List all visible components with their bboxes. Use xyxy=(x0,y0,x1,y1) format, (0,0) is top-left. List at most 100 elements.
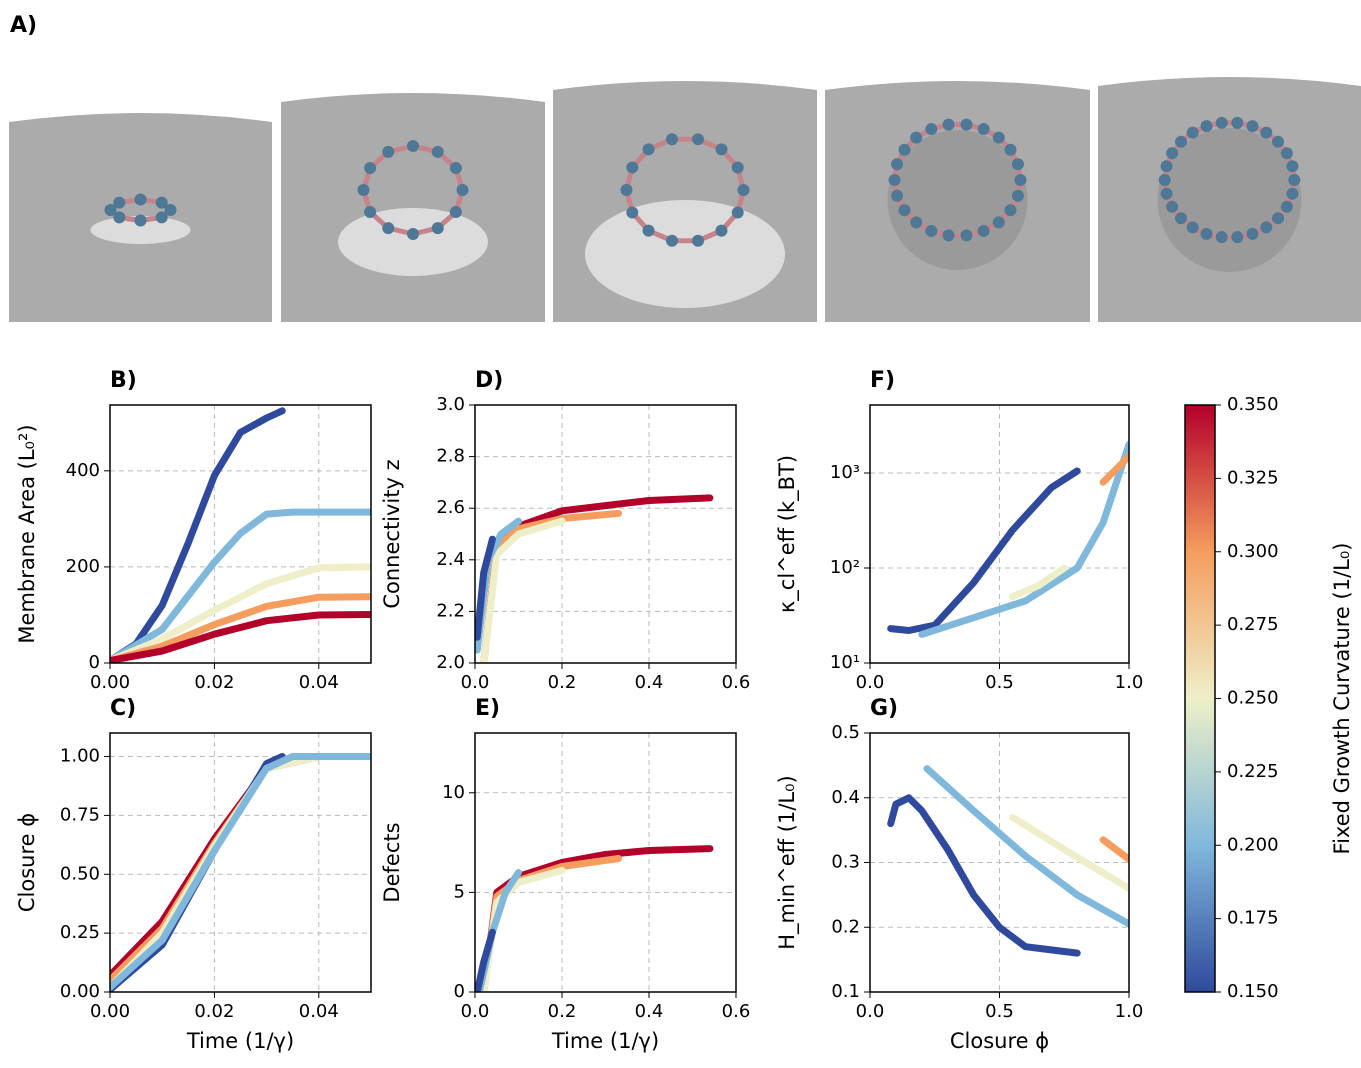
y-tick-label: 0.1 xyxy=(831,981,860,1002)
colorbar-tick-label: 0.175 xyxy=(1227,908,1279,929)
particle xyxy=(1246,120,1259,133)
particle xyxy=(942,229,955,242)
series-line xyxy=(110,563,371,663)
particle xyxy=(1011,158,1024,171)
x-tick-label: 0.00 xyxy=(90,672,130,693)
plot-frame xyxy=(869,732,1130,993)
y-axis-label: Connectivity z xyxy=(380,459,404,608)
particle xyxy=(1272,212,1285,225)
particle xyxy=(1004,204,1017,217)
colorbar-tick-label: 0.200 xyxy=(1227,834,1279,855)
particle xyxy=(1200,227,1213,240)
particle xyxy=(992,216,1005,229)
y-tick-label: 2.8 xyxy=(436,446,465,467)
colorbar-tick-label: 0.325 xyxy=(1227,467,1279,488)
particle xyxy=(1174,135,1187,148)
particle xyxy=(977,224,990,237)
x-tick-label: 0.0 xyxy=(461,1001,490,1022)
particle xyxy=(692,234,705,247)
series-line xyxy=(480,517,566,663)
particle xyxy=(1286,187,1299,200)
particle xyxy=(113,196,126,209)
y-tick-label: 2.2 xyxy=(436,600,465,621)
particle xyxy=(888,174,901,186)
x-axis-label: Time (1/γ) xyxy=(551,1029,659,1053)
y-tick-label: 0.25 xyxy=(60,922,100,943)
particle xyxy=(407,228,419,240)
particle xyxy=(1166,147,1179,160)
x-tick-label: 0.2 xyxy=(548,672,577,693)
y-axis-label: Membrane Area (L₀²) xyxy=(15,424,39,643)
y-tick-label: 0.4 xyxy=(831,787,860,808)
series-line xyxy=(887,794,1081,957)
x-tick-label: 0.02 xyxy=(194,1001,234,1022)
particle xyxy=(431,222,444,235)
y-tick-label: 10 xyxy=(442,782,465,803)
particle xyxy=(1231,231,1244,244)
y-tick-label: 0.5 xyxy=(831,722,860,743)
y-tick-label: 0 xyxy=(454,981,465,1002)
series-line xyxy=(110,407,286,663)
colorbar-tick-label: 0.275 xyxy=(1227,614,1279,635)
particle xyxy=(891,189,904,202)
colorbar-tick-label: 0.150 xyxy=(1227,981,1279,1002)
series-line xyxy=(110,753,371,991)
x-tick-label: 0.5 xyxy=(985,672,1014,693)
shell xyxy=(1157,128,1302,272)
particle xyxy=(364,162,377,174)
series-line xyxy=(1009,564,1068,601)
particle xyxy=(960,118,973,131)
series-line xyxy=(110,508,371,663)
x-axis-label: Closure ϕ xyxy=(950,1029,1049,1053)
y-axis-label: H_min^eff (1/L₀) xyxy=(775,775,800,950)
x-axis-label: Time (1/γ) xyxy=(186,1029,294,1053)
plot-frame xyxy=(869,404,1130,664)
particle xyxy=(134,193,147,206)
particle xyxy=(898,143,911,156)
y-axis-label: Defects xyxy=(380,822,404,902)
series-line xyxy=(1099,452,1129,486)
particle xyxy=(1186,126,1199,139)
particle xyxy=(155,211,168,224)
particle xyxy=(456,184,469,196)
particle xyxy=(155,196,168,209)
particle xyxy=(642,143,655,156)
particle xyxy=(1260,126,1273,139)
series-line xyxy=(475,535,496,641)
x-tick-label: 0.04 xyxy=(299,1001,339,1022)
colorbar-tick-label: 0.350 xyxy=(1227,394,1279,415)
particle xyxy=(1231,116,1244,129)
particle xyxy=(164,204,177,216)
panel-label: B) xyxy=(110,368,137,393)
particle xyxy=(1011,189,1024,202)
particle xyxy=(1160,187,1173,200)
particle xyxy=(925,123,938,136)
particle xyxy=(1166,200,1179,213)
particle xyxy=(960,229,973,242)
particle xyxy=(642,224,655,237)
particle xyxy=(620,184,633,196)
plot-frame xyxy=(474,404,737,664)
hole xyxy=(338,208,488,276)
particle xyxy=(1215,231,1228,244)
particle xyxy=(382,145,395,158)
x-tick-label: 0.4 xyxy=(635,1001,664,1022)
x-tick-label: 0.0 xyxy=(461,672,490,693)
particle xyxy=(104,204,117,216)
x-tick-label: 1.0 xyxy=(1115,1001,1144,1022)
panel-label: A) xyxy=(10,13,37,38)
panel-label: G) xyxy=(870,696,898,721)
y-tick-label: 3.0 xyxy=(436,394,465,415)
particle xyxy=(113,211,126,224)
x-tick-label: 0.4 xyxy=(635,672,664,693)
particle xyxy=(449,206,462,218)
particle xyxy=(1246,227,1259,240)
particle xyxy=(1215,116,1228,129)
shell xyxy=(887,130,1028,270)
colorbar-tick-label: 0.225 xyxy=(1227,761,1279,782)
panel-label: E) xyxy=(475,696,500,721)
y-tick-label: 0.50 xyxy=(60,863,100,884)
x-tick-label: 0.5 xyxy=(985,1001,1014,1022)
y-tick-label: 0.3 xyxy=(831,852,860,873)
y-tick-label: 1.00 xyxy=(60,746,100,767)
